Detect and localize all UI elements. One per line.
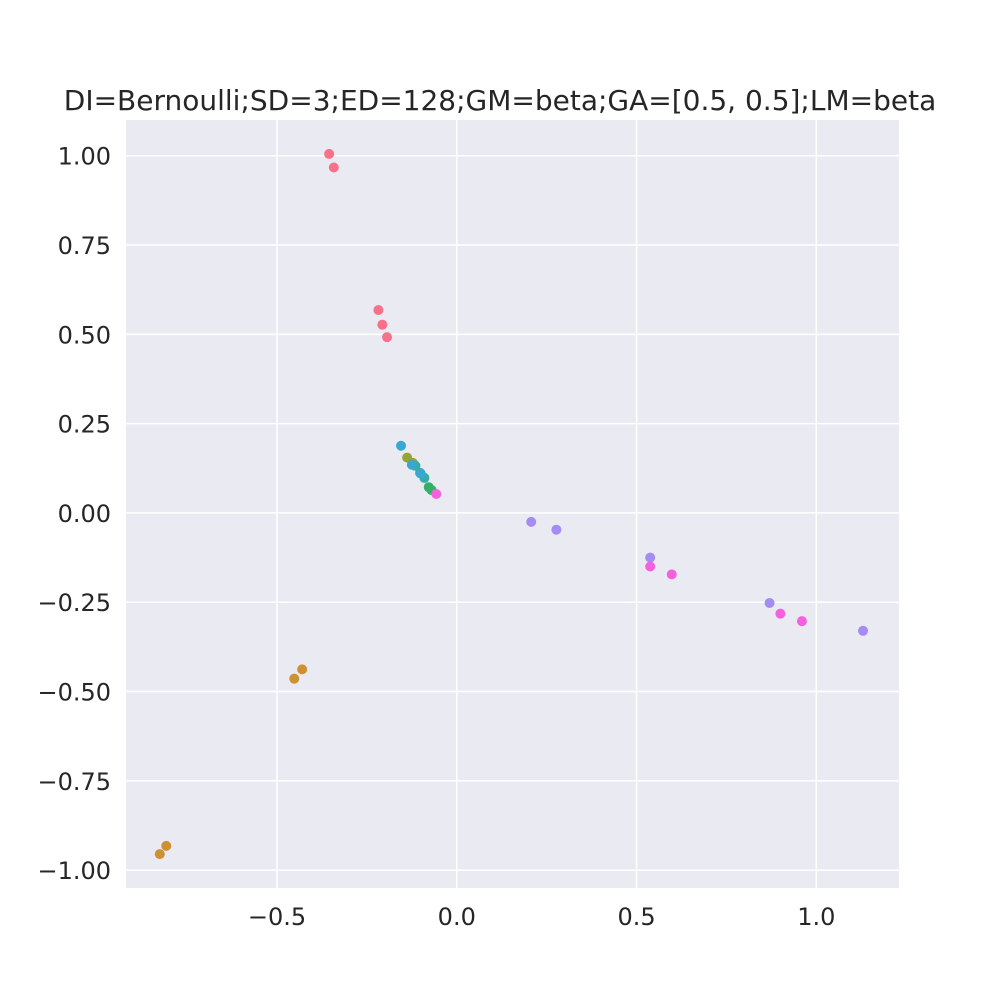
data-point [796, 616, 807, 627]
data-point [551, 524, 562, 535]
data-point [764, 597, 775, 608]
axis-ticks: −0.5 0.0 0.5 1.0 1.00 0.75 0.50 0.25 0.00 −0.25 −0… [37, 143, 835, 931]
x-tick-label: 1.0 [797, 903, 835, 931]
data-point [406, 459, 417, 470]
y-tick-label: 0.00 [58, 500, 111, 528]
data-point [666, 569, 677, 580]
data-point [377, 319, 388, 330]
y-tick-label: 0.25 [58, 411, 111, 439]
data-point [297, 664, 308, 675]
chart-title: DI=Bernoulli;SD=3;ED=128;GM=beta;GA=[0.5… [64, 84, 936, 117]
data-point [324, 148, 335, 159]
data-point [645, 561, 656, 572]
data-point [373, 305, 384, 316]
y-tick-label: −0.50 [37, 679, 111, 707]
y-tick-label: 0.50 [58, 321, 111, 349]
data-point [415, 468, 426, 479]
data-point [526, 516, 537, 527]
x-tick-label: 0.5 [617, 903, 655, 931]
y-tick-label: 0.75 [58, 232, 111, 260]
data-point [382, 332, 393, 343]
y-tick-label: −1.00 [37, 857, 111, 885]
data-point [289, 673, 300, 684]
data-point [154, 849, 165, 860]
x-tick-label: 0.0 [438, 903, 476, 931]
data-point [431, 488, 442, 499]
data-point [161, 840, 172, 851]
data-points [154, 148, 869, 860]
x-tick-label: −0.5 [248, 903, 306, 931]
data-point [328, 162, 339, 173]
data-point [858, 625, 869, 636]
data-point [645, 552, 656, 563]
data-point [396, 440, 407, 451]
plot-area [126, 120, 899, 888]
data-point [775, 608, 786, 619]
y-tick-label: −0.75 [37, 768, 111, 796]
y-tick-label: −0.25 [37, 589, 111, 617]
y-tick-label: 1.00 [58, 143, 111, 171]
